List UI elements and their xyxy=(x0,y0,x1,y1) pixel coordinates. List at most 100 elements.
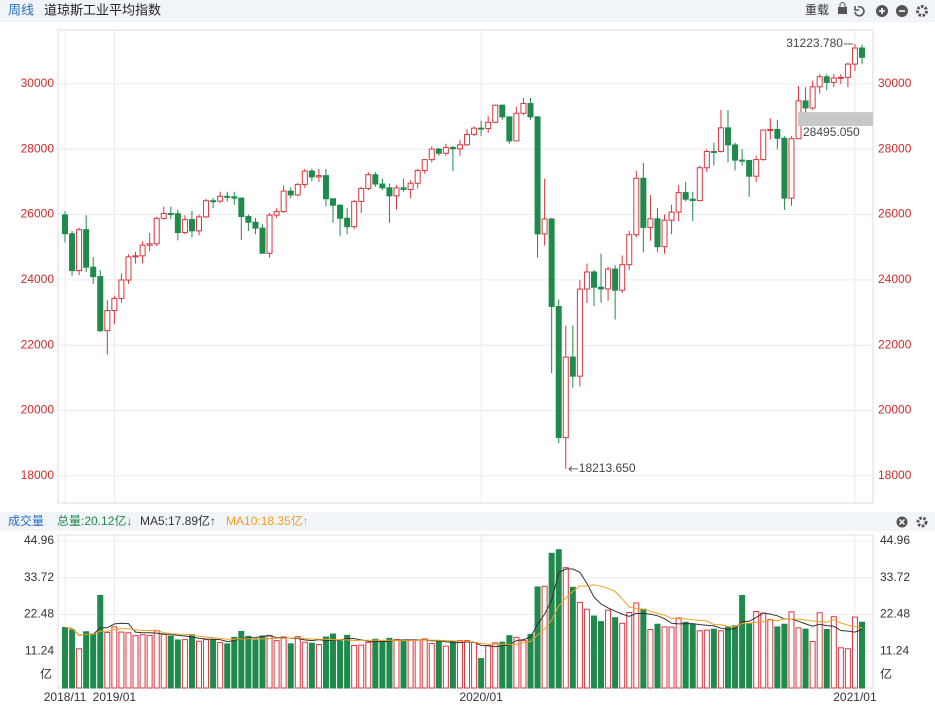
candle-body xyxy=(231,196,238,199)
candle-body xyxy=(442,147,449,154)
candle-body xyxy=(626,234,633,266)
volume-settings-icon[interactable] xyxy=(916,516,928,528)
candle-body xyxy=(118,279,125,299)
candle-body xyxy=(675,192,682,213)
volume-bar xyxy=(774,626,781,689)
volume-bar xyxy=(506,635,513,689)
cross xyxy=(899,519,905,525)
candle-body xyxy=(760,129,767,161)
candle-body xyxy=(583,271,590,290)
candle-body xyxy=(76,229,83,272)
candle-body xyxy=(330,198,337,206)
volume-bar xyxy=(788,611,795,689)
candle-body xyxy=(69,233,76,272)
volume-bar xyxy=(816,612,823,689)
low-note: 18213.650 xyxy=(579,461,636,475)
y-tick-label-right: 11.24 xyxy=(880,643,909,657)
candle-body xyxy=(464,133,471,146)
volume-bar xyxy=(62,627,68,689)
x-tick-label: 2019/01 xyxy=(93,690,137,704)
legend-entry: MA5:17.89亿↑ xyxy=(140,513,216,528)
volume-bar xyxy=(823,628,830,689)
volume-bar xyxy=(859,621,865,689)
y-tick-label-left: 24000 xyxy=(21,272,55,286)
candle-body xyxy=(732,144,739,161)
volume-bar xyxy=(605,609,612,689)
y-tick-label-left: 11.24 xyxy=(25,643,54,657)
period-label[interactable]: 周线 xyxy=(8,2,34,17)
volume-bar xyxy=(520,640,527,689)
volume-bar xyxy=(358,644,365,689)
candle-body xyxy=(555,305,562,439)
candle-body xyxy=(492,104,499,123)
volume-bar xyxy=(513,636,520,689)
candle-body xyxy=(696,167,703,202)
volume-bar xyxy=(562,567,569,689)
x-tick-label: 2021/01 xyxy=(833,690,877,704)
volume-bar xyxy=(344,634,351,689)
y-tick-label-left: 33.72 xyxy=(24,570,54,584)
y-tick-label-left: 20000 xyxy=(21,403,55,417)
candle-body xyxy=(802,100,809,109)
volume-bar xyxy=(379,640,386,689)
volume-bar xyxy=(795,627,802,689)
y-tick-label-left: 30000 xyxy=(21,76,55,90)
y-tick-label-right: 44.96 xyxy=(880,533,910,547)
candle-body xyxy=(111,297,118,312)
settings-icon[interactable] xyxy=(916,5,928,17)
candle-body xyxy=(90,266,97,278)
volume-bar xyxy=(273,640,280,689)
candle-body xyxy=(301,170,308,185)
volume-bar xyxy=(97,594,104,689)
candle-body xyxy=(640,177,647,228)
volume-bar xyxy=(442,645,449,689)
candle-body xyxy=(153,217,160,245)
candle-body xyxy=(125,256,132,281)
candle-body xyxy=(337,204,344,219)
mark-box xyxy=(798,112,873,127)
candle-body xyxy=(322,175,329,200)
volume-bar xyxy=(449,640,456,689)
legend-entry: MA10:18.35亿↑ xyxy=(226,513,309,528)
volume-bar xyxy=(471,642,478,689)
candle-body xyxy=(188,219,195,232)
volume-bar xyxy=(104,631,111,689)
price-frame xyxy=(57,29,874,504)
lock-shackle xyxy=(839,2,846,7)
candle-body xyxy=(612,268,619,291)
volume-bar xyxy=(654,623,661,689)
volume-bar xyxy=(668,626,675,689)
back-icon[interactable] xyxy=(854,5,865,17)
candle-body xyxy=(181,219,188,234)
candle-body xyxy=(541,218,548,235)
candle-body xyxy=(245,215,252,223)
y-tick-label-right: 28000 xyxy=(878,141,912,155)
volume-bar xyxy=(372,638,379,689)
volume-bar xyxy=(69,629,76,689)
reload-button[interactable]: 重载 xyxy=(805,3,829,17)
x-tick-label: 2020/01 xyxy=(459,690,503,704)
volume-bar xyxy=(259,635,266,689)
volume-bar xyxy=(534,586,541,689)
y-tick-label-right: 20000 xyxy=(878,403,912,417)
y-tick-label-right: 22.48 xyxy=(880,607,910,621)
y-tick-label-left: 22.48 xyxy=(24,607,54,621)
ma-line xyxy=(64,568,863,648)
candle-body xyxy=(781,137,788,199)
volume-bar xyxy=(809,641,816,689)
volume-bar xyxy=(118,631,125,689)
volume-bar xyxy=(492,642,499,689)
volume-bar xyxy=(555,549,562,689)
candle-body xyxy=(506,116,513,142)
volume-bar xyxy=(132,635,139,689)
candle-body xyxy=(344,217,351,228)
volume-unit-right: 亿 xyxy=(880,666,892,681)
lock-icon[interactable] xyxy=(838,7,847,14)
volume-bar xyxy=(781,623,788,689)
volume-bar xyxy=(167,635,174,689)
volume-bar xyxy=(414,639,421,689)
candle-body xyxy=(605,268,612,290)
candle-body xyxy=(774,128,781,139)
volume-bar xyxy=(499,641,506,689)
